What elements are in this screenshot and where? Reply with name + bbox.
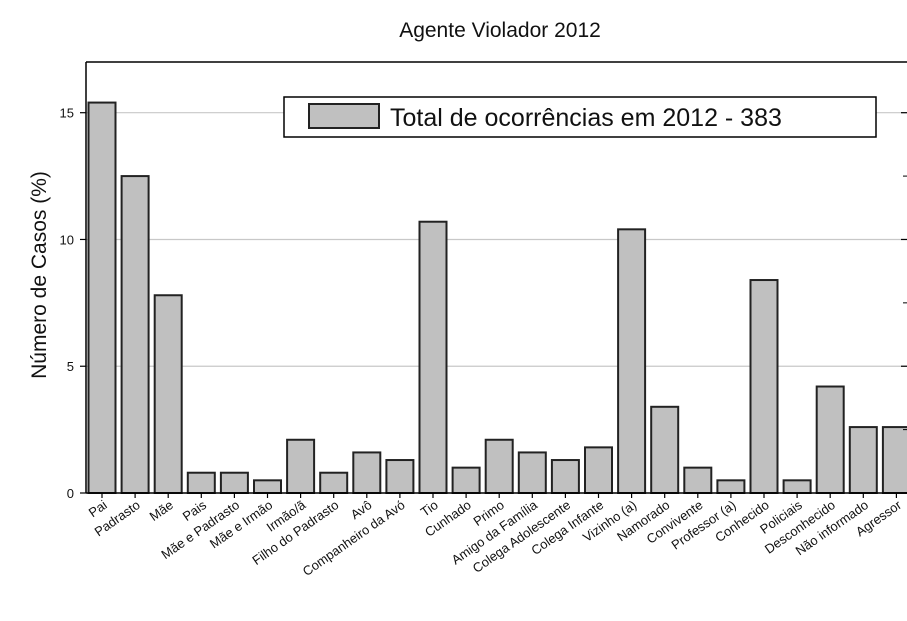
bar [120,175,150,495]
bar [484,438,514,494]
bar [650,405,680,494]
gridlines [86,112,907,367]
bar [286,438,316,494]
bar [352,451,382,495]
legend-label: Total de ocorrências em 2012 - 383 [390,104,782,132]
bar [418,220,448,494]
bar [881,426,907,495]
bar [87,101,117,495]
y-ticks: 0 5 10 15 [60,106,907,501]
y-tick-label: 15 [60,106,74,121]
y-tick-label: 0 [67,486,74,501]
bar [153,294,183,495]
bar [319,471,349,495]
bar [517,451,547,495]
bar [253,479,282,494]
axes [85,61,907,494]
chart-title: Agente Violador 2012 [399,19,601,42]
bar [584,446,613,495]
y-tick-label: 5 [67,359,74,374]
bar [683,466,713,495]
bars [87,101,907,495]
legend: Total de ocorrências em 2012 - 383 [283,96,877,138]
x-tick-label: Mãe [147,497,176,524]
y-tick-label: 10 [60,232,74,247]
bar [385,459,415,494]
legend-box [283,96,877,138]
bar [550,459,580,494]
bar [848,426,878,495]
bar [782,479,812,494]
bar [219,471,249,495]
bar [815,385,845,494]
bar [617,228,647,494]
legend-swatch [308,103,380,129]
bar [749,279,779,495]
bar [451,466,481,495]
y-axis-label: Número de Casos (%) [28,171,51,379]
bar [716,479,746,494]
bar [186,471,216,495]
